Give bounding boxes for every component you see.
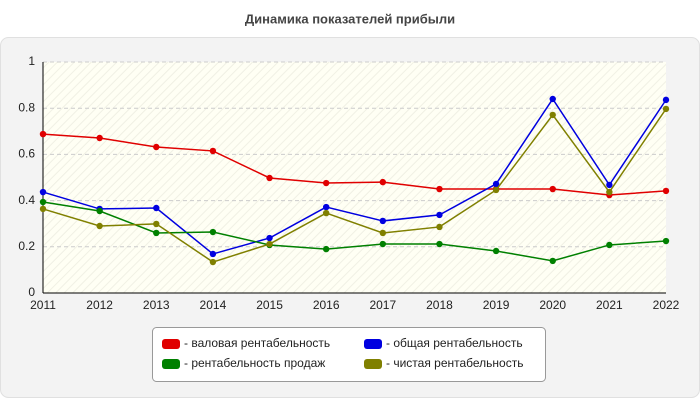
data-point [96, 134, 103, 142]
data-point [266, 234, 273, 242]
data-point [153, 204, 160, 212]
x-tick-label: 2011 [30, 298, 56, 312]
data-point [436, 223, 443, 231]
data-point [209, 147, 217, 155]
series-line [42, 108, 667, 263]
data-point [322, 203, 330, 211]
data-point [662, 96, 670, 104]
data-point [209, 258, 217, 266]
data-point [39, 188, 47, 196]
data-point [96, 222, 103, 230]
series-line [42, 201, 667, 262]
data-point [549, 95, 556, 103]
data-point [549, 111, 556, 119]
x-tick-label: 2014 [200, 298, 227, 312]
data-point [606, 188, 613, 196]
data-point [96, 207, 103, 215]
x-tick-label: 2015 [256, 298, 283, 312]
legend-label: - чистая рентабельность [386, 356, 523, 370]
x-tick-label: 2012 [86, 298, 113, 312]
legend-swatch [364, 339, 382, 349]
data-point [606, 181, 613, 189]
legend-label: - валовая рентабельность [184, 336, 330, 350]
data-point [379, 240, 387, 248]
chart-title: Динамика показателей прибыли [245, 11, 455, 26]
data-point [606, 241, 613, 249]
x-tick-label: 2020 [539, 298, 566, 312]
legend [152, 327, 546, 382]
data-point [379, 229, 387, 237]
data-point [662, 187, 670, 195]
data-point [662, 237, 670, 245]
plot-area [43, 62, 666, 293]
series-line [42, 133, 667, 196]
x-tick-label: 2019 [483, 298, 510, 312]
legend-swatch [162, 359, 180, 369]
x-tick-label: 2016 [313, 298, 340, 312]
x-tick-label: 2017 [369, 298, 396, 312]
data-point [39, 205, 47, 213]
data-point [322, 179, 330, 187]
data-point [492, 247, 500, 255]
data-point [209, 250, 217, 258]
data-point [549, 257, 556, 265]
data-point [153, 220, 160, 228]
y-tick-label: 0.2 [18, 239, 35, 253]
series-line [42, 97, 667, 255]
legend-swatch [162, 339, 180, 349]
data-point [436, 185, 443, 193]
data-point [379, 217, 387, 225]
data-point [379, 178, 387, 186]
data-point [662, 105, 670, 113]
y-tick-label: 0.6 [18, 147, 35, 161]
data-point [39, 130, 47, 138]
data-point [492, 180, 500, 188]
data-point [322, 209, 330, 217]
x-tick-label: 2018 [426, 298, 453, 312]
y-tick-label: 1 [28, 54, 35, 68]
data-point [266, 240, 273, 248]
data-point [549, 185, 556, 193]
legend-swatch [364, 359, 382, 369]
y-tick-label: 0 [28, 285, 35, 299]
y-tick-label: 0.4 [18, 193, 35, 207]
data-point [209, 228, 217, 236]
data-point [436, 211, 443, 219]
legend-label: - общая рентабельность [386, 336, 523, 350]
data-point [266, 174, 273, 182]
data-point [153, 143, 160, 151]
data-point [322, 245, 330, 253]
data-point [39, 198, 47, 206]
data-point [492, 186, 500, 194]
data-point [153, 229, 160, 237]
x-tick-label: 2013 [143, 298, 170, 312]
data-point [436, 240, 443, 248]
y-tick-label: 0.8 [18, 100, 35, 114]
x-tick-label: 2022 [653, 298, 680, 312]
x-tick-label: 2021 [596, 298, 623, 312]
legend-label: - рентабельность продаж [184, 356, 325, 370]
